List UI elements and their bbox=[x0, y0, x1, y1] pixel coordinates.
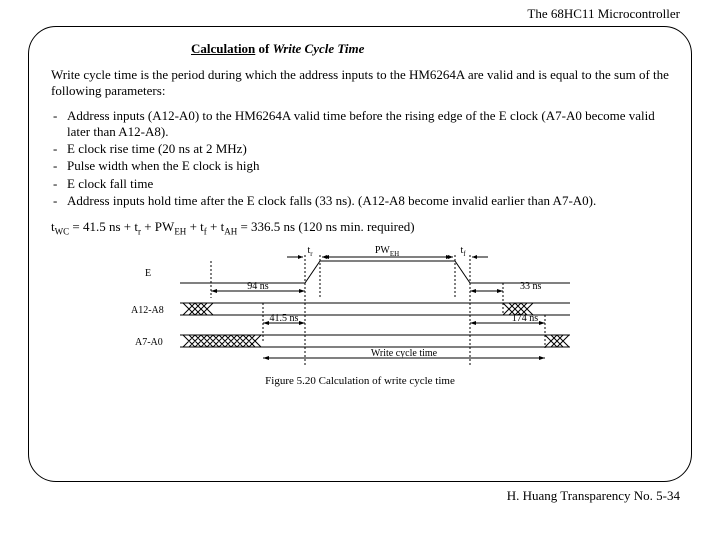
svg-text:PWEH: PWEH bbox=[375, 245, 399, 258]
anno-pw-sub: EH bbox=[390, 250, 399, 258]
figure-caption: Figure 5.20 Calculation of write cycle t… bbox=[51, 375, 669, 387]
row-label-e: E bbox=[145, 268, 151, 279]
list-item: E clock rise time (20 ns at 2 MHz) bbox=[51, 141, 669, 157]
anno-pw: PW bbox=[375, 245, 391, 256]
anno-wct: Write cycle time bbox=[371, 348, 438, 359]
anno-33: 33 ns bbox=[520, 281, 542, 292]
bullet-list: Address inputs (A12-A0) to the HM6264A v… bbox=[51, 108, 669, 210]
page-footer: H. Huang Transparency No. 5-34 bbox=[0, 482, 720, 504]
formula-sub: AH bbox=[224, 227, 237, 237]
anno-tr-sub: r bbox=[310, 250, 313, 258]
timing-diagram: E tr PWEH tf bbox=[125, 243, 595, 373]
row-label-a12: A12-A8 bbox=[131, 305, 164, 316]
anno-94: 94 ns bbox=[247, 281, 269, 292]
list-item: Pulse width when the E clock is high bbox=[51, 158, 669, 174]
section-title: Calculation of Write Cycle Time bbox=[191, 41, 669, 57]
formula-sub: EH bbox=[174, 227, 186, 237]
formula-text: + t bbox=[186, 219, 203, 234]
formula-text: = 41.5 ns + t bbox=[69, 219, 138, 234]
list-item: Address inputs hold time after the E clo… bbox=[51, 193, 669, 209]
svg-text:tr: tr bbox=[307, 245, 313, 258]
intro-paragraph: Write cycle time is the period during wh… bbox=[51, 67, 669, 100]
title-italic: Write Cycle Time bbox=[273, 41, 365, 56]
formula-sub: WC bbox=[55, 227, 70, 237]
content-frame: Calculation of Write Cycle Time Write cy… bbox=[28, 26, 692, 482]
page-header: The 68HC11 Microcontroller bbox=[0, 0, 720, 22]
formula-text: + PW bbox=[141, 219, 174, 234]
formula-text: = 336.5 ns (120 ns min. required) bbox=[237, 219, 414, 234]
list-item: E clock fall time bbox=[51, 176, 669, 192]
anno-174: 174 ns bbox=[512, 313, 539, 324]
formula-text: + t bbox=[207, 219, 224, 234]
title-lead: Calculation bbox=[191, 41, 255, 56]
anno-tf-sub: f bbox=[463, 250, 466, 258]
anno-41: 41.5 ns bbox=[270, 313, 299, 324]
row-label-a7: A7-A0 bbox=[135, 337, 163, 348]
svg-text:tf: tf bbox=[460, 245, 466, 258]
title-rest: of bbox=[255, 41, 272, 56]
formula-line: tWC = 41.5 ns + tr + PWEH + tf + tAH = 3… bbox=[51, 219, 669, 237]
list-item: Address inputs (A12-A0) to the HM6264A v… bbox=[51, 108, 669, 141]
